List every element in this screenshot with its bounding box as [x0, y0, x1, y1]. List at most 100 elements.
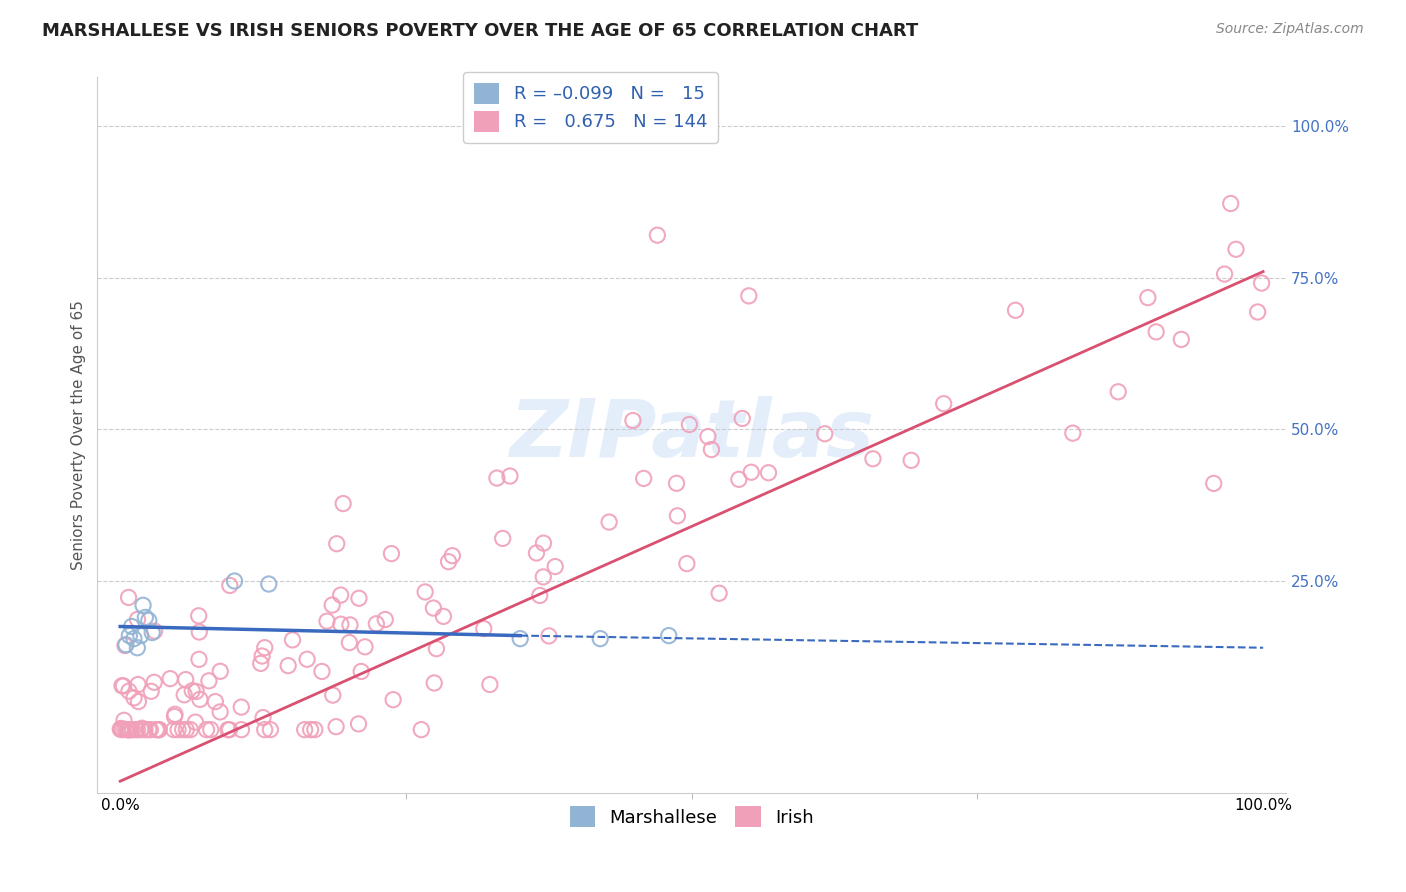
Point — [148, 723, 170, 737]
Point — [533, 536, 555, 550]
Point — [277, 658, 299, 673]
Point — [441, 549, 464, 563]
Point — [425, 641, 447, 656]
Point — [666, 508, 689, 523]
Point — [179, 723, 201, 737]
Point — [728, 472, 751, 486]
Point — [231, 700, 253, 714]
Point — [529, 589, 551, 603]
Point — [676, 557, 699, 571]
Point — [544, 559, 567, 574]
Point — [131, 721, 153, 735]
Point — [188, 625, 211, 640]
Point — [173, 688, 195, 702]
Point — [122, 632, 145, 646]
Point — [294, 723, 316, 737]
Point — [111, 723, 134, 737]
Point — [252, 710, 274, 724]
Point — [143, 675, 166, 690]
Point — [1250, 276, 1272, 290]
Point — [181, 683, 204, 698]
Point — [118, 723, 141, 737]
Point — [1004, 303, 1026, 318]
Point — [117, 723, 139, 737]
Point — [188, 652, 211, 666]
Point — [134, 723, 156, 737]
Point — [1136, 291, 1159, 305]
Point — [187, 608, 209, 623]
Point — [121, 619, 143, 633]
Point — [598, 515, 620, 529]
Point — [145, 723, 167, 737]
Point — [329, 588, 352, 602]
Point — [118, 684, 141, 698]
Point — [121, 723, 143, 737]
Point — [700, 442, 723, 457]
Point — [209, 705, 232, 719]
Point — [382, 692, 405, 706]
Point — [900, 453, 922, 467]
Point — [665, 476, 688, 491]
Point — [329, 617, 352, 632]
Point — [114, 639, 136, 653]
Point — [129, 629, 152, 643]
Point — [253, 640, 276, 655]
Point — [129, 723, 152, 737]
Point — [231, 723, 253, 737]
Point — [141, 625, 163, 640]
Point — [141, 684, 163, 698]
Point — [499, 469, 522, 483]
Point — [115, 638, 138, 652]
Point — [127, 612, 149, 626]
Point — [485, 471, 508, 485]
Point — [413, 585, 436, 599]
Point — [127, 677, 149, 691]
Point — [132, 599, 155, 613]
Point — [350, 665, 373, 679]
Point — [110, 722, 132, 736]
Point — [250, 648, 273, 663]
Legend: Marshallese, Irish: Marshallese, Irish — [562, 799, 821, 834]
Point — [186, 684, 208, 698]
Point — [159, 672, 181, 686]
Point — [1213, 267, 1236, 281]
Point — [380, 547, 402, 561]
Point — [316, 614, 339, 628]
Point — [127, 694, 149, 708]
Point — [814, 426, 837, 441]
Point — [322, 688, 344, 702]
Point — [117, 591, 139, 605]
Point — [218, 578, 240, 592]
Point — [218, 723, 240, 737]
Point — [174, 723, 197, 737]
Point — [411, 723, 433, 737]
Point — [112, 714, 135, 728]
Point — [249, 657, 271, 671]
Point — [740, 465, 762, 479]
Point — [115, 723, 138, 737]
Point — [127, 723, 149, 737]
Point — [432, 609, 454, 624]
Point — [120, 723, 142, 737]
Point — [138, 723, 160, 737]
Point — [347, 591, 370, 606]
Point — [339, 618, 361, 632]
Point — [184, 715, 207, 730]
Point — [112, 679, 135, 693]
Point — [621, 413, 644, 427]
Point — [281, 632, 304, 647]
Point — [1107, 384, 1129, 399]
Point — [758, 466, 780, 480]
Point — [325, 720, 347, 734]
Text: Source: ZipAtlas.com: Source: ZipAtlas.com — [1216, 22, 1364, 37]
Point — [647, 228, 669, 243]
Point — [204, 695, 226, 709]
Point — [167, 723, 190, 737]
Point — [526, 546, 548, 560]
Point — [139, 723, 162, 737]
Point — [304, 723, 326, 737]
Point — [337, 635, 360, 649]
Point — [321, 598, 343, 612]
Point — [174, 673, 197, 687]
Point — [366, 616, 388, 631]
